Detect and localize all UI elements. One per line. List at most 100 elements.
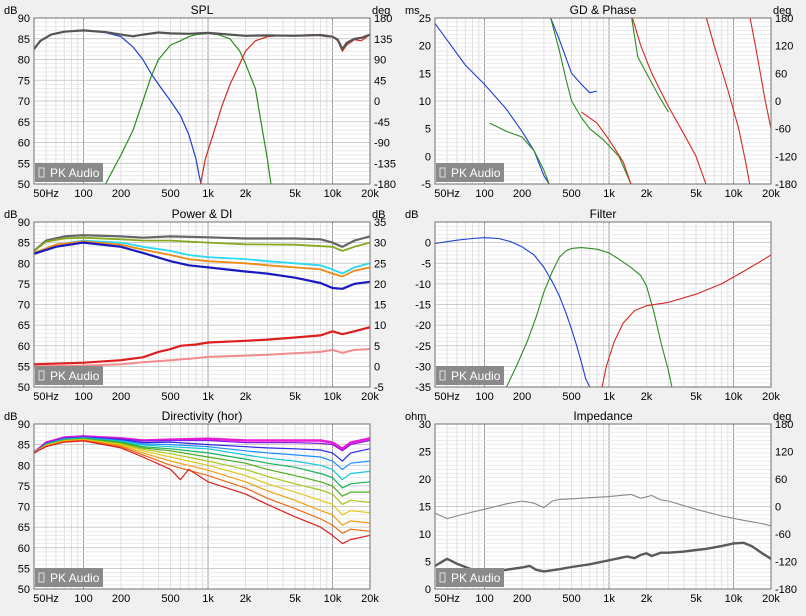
- x-tick-label: 500: [161, 391, 179, 403]
- x-tick-label: 10k: [324, 391, 342, 403]
- x-tick-label: 5k: [690, 593, 702, 605]
- y-tick-label: -20: [415, 320, 431, 332]
- series-line-0: [435, 493, 771, 527]
- x-tick-label: 10k: [324, 188, 342, 200]
- series-line-3: [550, 18, 632, 184]
- x-tick-label: 200: [513, 391, 531, 403]
- y-tick-label: 65: [18, 320, 30, 332]
- y-tick-label: -5: [421, 179, 431, 191]
- y-tick-label: 5: [425, 557, 431, 569]
- y-tick-label: 15: [419, 68, 431, 80]
- watermark-bg: [436, 366, 504, 385]
- x-tick-label: 1k: [202, 593, 214, 605]
- series-group: [34, 435, 370, 545]
- x-tick-label: 2k: [240, 391, 252, 403]
- y-tick-label: 65: [18, 117, 30, 129]
- y-axis-unit-right: deg: [372, 5, 390, 17]
- series-group: [435, 18, 771, 184]
- chart-title: GD & Phase: [570, 3, 637, 17]
- y-tick-label: 75: [18, 75, 30, 87]
- y-tick-label: 90: [18, 217, 30, 229]
- y-tick-label: 15: [419, 502, 431, 514]
- y-axis-unit-left: ohm: [405, 411, 426, 423]
- series-line-1: [104, 32, 272, 184]
- series-group: [435, 237, 771, 387]
- watermark-bg: [35, 366, 103, 385]
- watermark-logo: [439, 167, 446, 178]
- y-tick-label-right: 45: [374, 75, 386, 87]
- x-tick-label: 10k: [725, 593, 743, 605]
- y-tick-label-right: -120: [775, 557, 797, 569]
- x-tick-label: 20k: [361, 391, 379, 403]
- y-tick-label-right: 0: [374, 96, 380, 108]
- watermark-badge: PK Audio: [436, 568, 504, 587]
- y-tick-label: 55: [18, 158, 30, 170]
- y-tick-label-right: 20: [374, 279, 386, 291]
- x-tick-label: 1k: [202, 188, 214, 200]
- series-group: [34, 29, 370, 184]
- y-tick-label-right: 120: [775, 447, 793, 459]
- y-tick-label: 10: [419, 96, 431, 108]
- y-tick-label-right: -60: [775, 529, 791, 541]
- y-tick-label: 0: [425, 238, 431, 250]
- y-tick-label: 85: [18, 238, 30, 250]
- watermark-bg: [35, 568, 103, 587]
- y-tick-label: 90: [18, 419, 30, 431]
- y-tick-label: 50: [18, 382, 30, 394]
- y-tick-label: 60: [18, 341, 30, 353]
- chart-title: Directivity (hor): [162, 409, 243, 423]
- y-tick-label-right: 0: [775, 96, 781, 108]
- x-tick-label: 200: [112, 593, 130, 605]
- x-tick-label: 20k: [762, 188, 780, 200]
- series-line-1: [34, 236, 370, 252]
- grid: [434, 17, 772, 185]
- x-tick-label: 100: [475, 593, 493, 605]
- y-axis-unit-right: deg: [773, 411, 791, 423]
- series-line-2: [489, 122, 550, 184]
- y-tick-label-right: -180: [775, 179, 797, 191]
- y-tick-label: 85: [18, 440, 30, 452]
- plot-frame: [434, 423, 772, 590]
- watermark-logo: [439, 572, 446, 583]
- series-line-5: [581, 111, 632, 184]
- y-tick-label: 20: [419, 41, 431, 53]
- watermark-badge: PK Audio: [436, 366, 504, 385]
- watermark-bg: [35, 163, 103, 182]
- watermark-logo: [439, 370, 446, 381]
- x-tick-label: 20k: [361, 188, 379, 200]
- y-tick-label: -35: [415, 382, 431, 394]
- x-tick-label: 5k: [690, 391, 702, 403]
- chart-title: Filter: [590, 207, 617, 221]
- y-tick-label-right: -180: [374, 179, 396, 191]
- x-tick-label: 5k: [289, 593, 301, 605]
- series-line-4: [34, 241, 370, 290]
- x-tick-label: 5k: [289, 188, 301, 200]
- x-tick-label: 2k: [641, 391, 653, 403]
- y-axis-unit-left: dB: [4, 209, 17, 221]
- watermark-logo: [38, 370, 45, 381]
- y-tick-label-right: 10: [374, 320, 386, 332]
- y-tick-label: 0: [425, 584, 431, 596]
- x-tick-label: 100: [475, 391, 493, 403]
- x-tick-label: 100: [74, 391, 92, 403]
- x-tick-label: 500: [562, 391, 580, 403]
- x-tick-label: 10k: [725, 391, 743, 403]
- watermark-badge: PK Audio: [35, 568, 103, 587]
- series-line-3: [34, 240, 370, 278]
- y-tick-label: -10: [415, 279, 431, 291]
- y-tick-label: 50: [18, 179, 30, 191]
- y-tick-label: 5: [425, 124, 431, 136]
- series-line-6: [34, 348, 370, 368]
- series-line-0: [435, 23, 550, 184]
- series-line-8: [749, 18, 771, 129]
- y-tick-label-right: 0: [374, 361, 380, 373]
- x-tick-label: 5k: [690, 188, 702, 200]
- y-tick-label: -25: [415, 341, 431, 353]
- y-tick-label: 50: [18, 584, 30, 596]
- y-tick-label: -30: [415, 361, 431, 373]
- y-tick-label-right: -120: [775, 151, 797, 163]
- x-tick-label: 1k: [603, 593, 615, 605]
- grid: [33, 221, 371, 388]
